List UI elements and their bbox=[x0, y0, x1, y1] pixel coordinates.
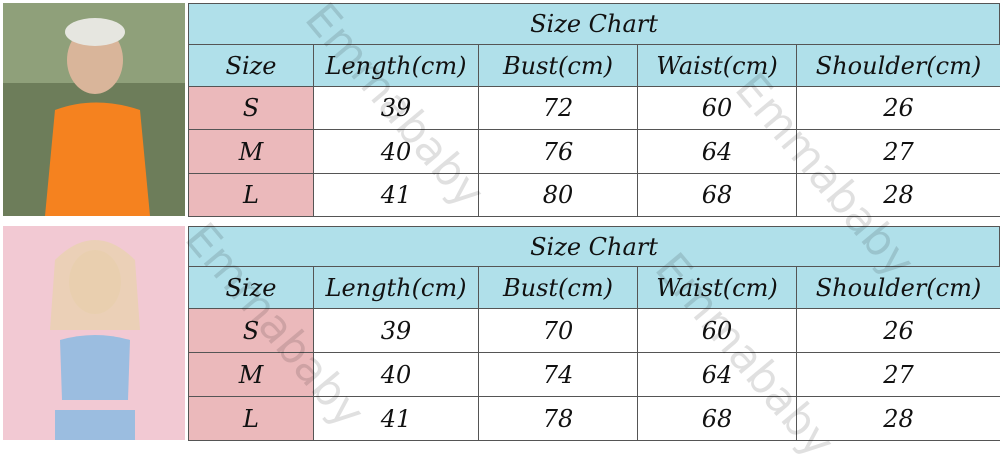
measurement: 60 bbox=[637, 86, 797, 130]
column-header: Shoulder(cm) bbox=[796, 266, 1000, 309]
measurement: 76 bbox=[478, 129, 638, 174]
hair bbox=[65, 18, 125, 46]
measurement: 39 bbox=[313, 308, 479, 353]
column-header: Size bbox=[188, 266, 314, 309]
measurement: 40 bbox=[313, 352, 479, 397]
measurement: 39 bbox=[313, 86, 479, 130]
measurement: 26 bbox=[796, 86, 1000, 130]
measurement: 26 bbox=[796, 308, 1000, 353]
page: Size Chart Size Length(cm) Bust(cm) Waist(cm… bbox=[3, 0, 1000, 467]
blue-top bbox=[60, 335, 130, 400]
measurement: 68 bbox=[637, 396, 797, 441]
measurement: 72 bbox=[478, 86, 638, 130]
measurement: 28 bbox=[796, 173, 1000, 217]
measurement: 70 bbox=[478, 308, 638, 353]
product-photos bbox=[3, 3, 185, 440]
orange-top bbox=[45, 102, 150, 216]
measurement: 78 bbox=[478, 396, 638, 441]
measurement: 27 bbox=[796, 129, 1000, 174]
size-label: S bbox=[188, 308, 314, 353]
measurement: 74 bbox=[478, 352, 638, 397]
column-header: Waist(cm) bbox=[637, 44, 797, 87]
column-header: Length(cm) bbox=[313, 44, 479, 87]
size-label: L bbox=[188, 396, 314, 441]
size-label: M bbox=[188, 352, 314, 397]
measurement: 68 bbox=[637, 173, 797, 217]
column-header: Waist(cm) bbox=[637, 266, 797, 309]
table-title: Size Chart bbox=[188, 226, 1000, 267]
measurement: 40 bbox=[313, 129, 479, 174]
hair bbox=[50, 240, 140, 330]
blue-skirt bbox=[55, 410, 135, 440]
measurement: 28 bbox=[796, 396, 1000, 441]
measurement: 41 bbox=[313, 396, 479, 441]
table-title: Size Chart bbox=[188, 3, 1000, 45]
column-header: Length(cm) bbox=[313, 266, 479, 309]
measurement: 64 bbox=[637, 129, 797, 174]
column-header: Bust(cm) bbox=[478, 44, 638, 87]
measurement: 80 bbox=[478, 173, 638, 217]
measurement: 41 bbox=[313, 173, 479, 217]
size-label: L bbox=[188, 173, 314, 217]
column-header: Size bbox=[188, 44, 314, 87]
measurement: 60 bbox=[637, 308, 797, 353]
measurement: 27 bbox=[796, 352, 1000, 397]
column-header: Shoulder(cm) bbox=[796, 44, 1000, 87]
measurement: 64 bbox=[637, 352, 797, 397]
column-header: Bust(cm) bbox=[478, 266, 638, 309]
size-label: M bbox=[188, 129, 314, 174]
size-label: S bbox=[188, 86, 314, 130]
